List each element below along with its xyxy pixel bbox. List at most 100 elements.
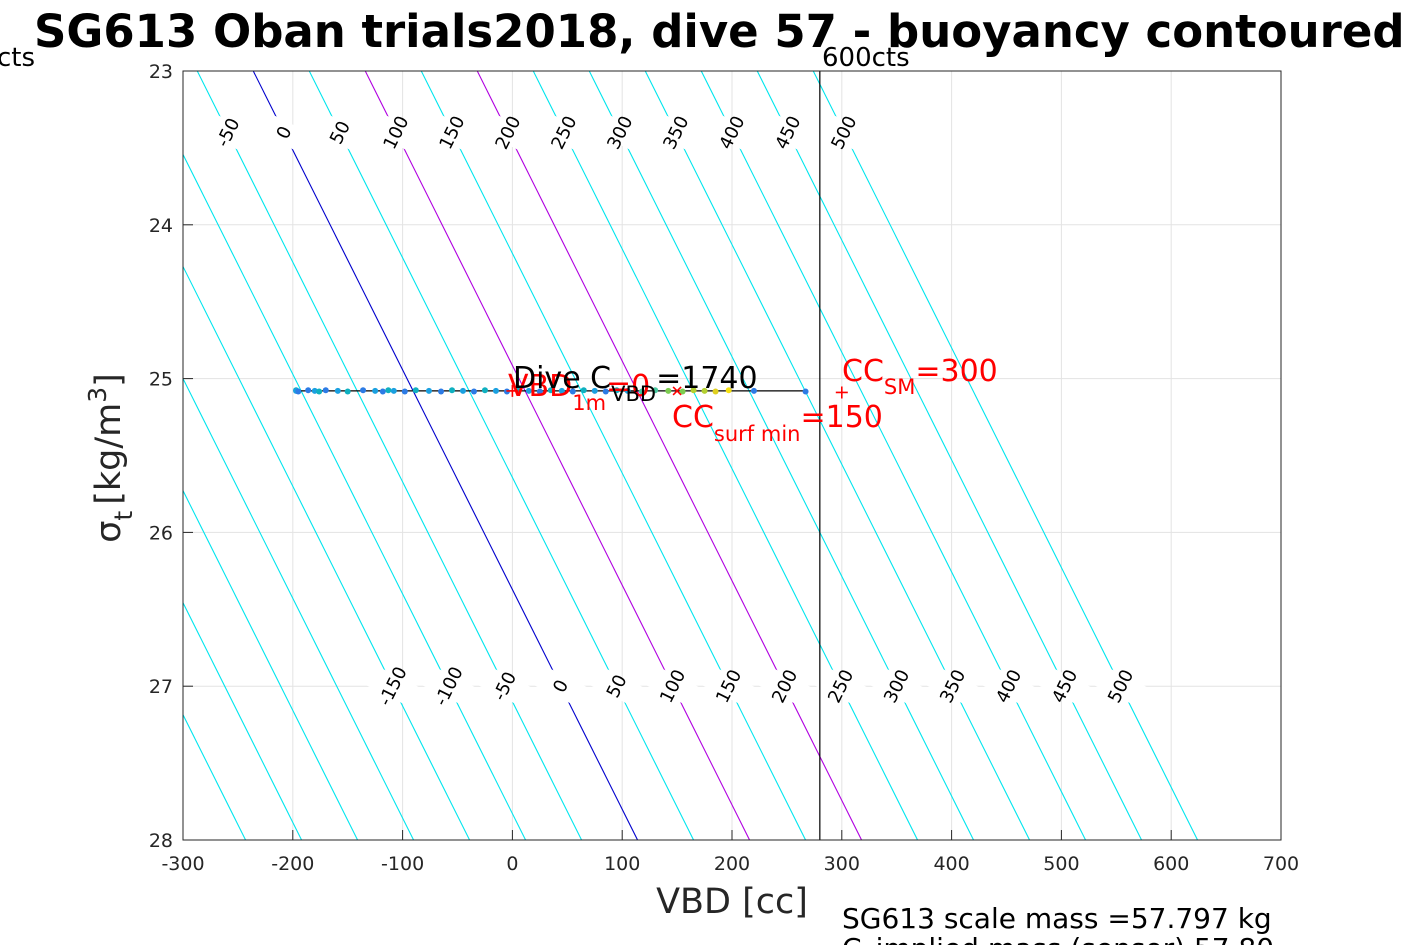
vbd-1m-marker — [506, 384, 519, 397]
x-tick-label: 100 — [604, 853, 640, 875]
annotation-cc-surf-min: CCsurf min=150 — [672, 400, 883, 446]
x-axis-label: VBD [cc] — [656, 882, 808, 922]
x-tick-label: 200 — [714, 853, 750, 875]
dive-point — [569, 388, 576, 395]
annotation-cc-sm: CCSM=300 — [842, 354, 998, 399]
dive-point — [547, 387, 554, 394]
contour-label-bg — [590, 665, 644, 707]
footer-scale-mass: SG613 scale mass =57.797 kg — [842, 902, 1272, 935]
dive-point — [372, 387, 379, 394]
contour-label-bg — [702, 665, 756, 707]
dive-point — [305, 387, 312, 394]
contour-label-bg — [593, 111, 647, 154]
contour-label-bg — [534, 665, 588, 707]
contour-label-bg — [982, 665, 1036, 707]
dive-point — [690, 387, 697, 394]
left-cts-label: cts — [0, 43, 35, 73]
markers — [506, 384, 848, 399]
contour-label-bg — [1038, 665, 1092, 707]
contour-line — [364, 71, 751, 840]
contour-label-bg — [646, 665, 700, 707]
cc-sm-marker — [835, 386, 848, 399]
dive-point — [379, 388, 386, 395]
ticks: -300 -200 -100 0 100 200 300 400 500 600 700 23 24 25… — [149, 61, 1299, 875]
contour-label-bg — [257, 111, 311, 154]
dive-point — [334, 387, 341, 394]
x-tick-label: 700 — [1263, 853, 1299, 875]
contour-label-bg — [425, 111, 479, 154]
dive-point — [652, 387, 659, 394]
contour-label-bg — [814, 665, 868, 707]
contour-label-bg — [1094, 665, 1148, 707]
contour-line — [196, 71, 583, 840]
dive-point — [492, 387, 499, 394]
dive-point — [459, 387, 466, 394]
dive-point — [580, 387, 587, 394]
contour-label-bg — [758, 665, 812, 707]
contour-label-bg — [926, 665, 980, 707]
contour-line — [183, 601, 303, 840]
dive-point — [295, 388, 302, 395]
contour-label-bg — [366, 665, 420, 707]
dive-point — [613, 387, 620, 394]
x-tick-label: -200 — [271, 853, 314, 875]
dive-point — [412, 387, 419, 394]
annotation-vbd1m: VBD1m=0 — [508, 369, 650, 415]
contour-line — [812, 71, 1199, 840]
contour-line — [252, 71, 639, 840]
dive-point — [536, 388, 543, 395]
contour-line — [183, 377, 415, 840]
contour-label-bg — [870, 665, 924, 707]
contour-line — [183, 489, 359, 840]
dive-point — [525, 387, 532, 394]
footer-implied-mass: Cimplied mass (sensor) 57.80 — [842, 932, 1274, 945]
contour-line — [700, 71, 1087, 840]
contour-label-bg — [313, 111, 367, 154]
dive-point — [725, 387, 732, 394]
cc-surf-min-marker — [672, 386, 682, 396]
contour-line — [183, 153, 527, 840]
dive-point — [602, 388, 609, 395]
dive-point — [624, 387, 631, 394]
contour-line — [588, 71, 975, 840]
contour-label-bg — [422, 665, 476, 707]
dive-point — [701, 387, 708, 394]
dive-point — [311, 387, 318, 394]
dive-point — [712, 388, 719, 395]
x-tick-label: 600 — [1153, 853, 1189, 875]
dive-point — [449, 387, 456, 394]
dive-point — [385, 387, 392, 394]
dive-point — [481, 387, 488, 394]
contour-line — [308, 71, 695, 840]
contour-labels: -50 0 50 100 150 200 250 300 350 400 450 500-150 -10… — [201, 111, 1148, 709]
contour-line — [476, 71, 863, 840]
y-axis-label: σt[kg/m3] — [83, 373, 138, 543]
dive-points — [293, 387, 809, 395]
contour-label-bg — [705, 111, 759, 154]
y-tick-label: 25 — [149, 369, 173, 391]
y-tick-label: 23 — [149, 61, 173, 83]
annotation-dive-c: Dive CVBD=1740 — [513, 361, 758, 406]
x-tick-label: 400 — [933, 853, 969, 875]
y-tick-label: 27 — [149, 676, 173, 698]
dive-point — [470, 388, 477, 395]
dive-point — [665, 387, 672, 394]
dive-point — [438, 388, 445, 395]
contour-line — [644, 71, 1031, 840]
x-tick-label: 0 — [506, 853, 518, 875]
dive-point — [750, 387, 757, 394]
x-tick-label: -300 — [161, 853, 204, 875]
dive-point — [316, 388, 323, 395]
dive-point — [638, 388, 645, 395]
contour-label-bg — [481, 111, 535, 154]
dive-point — [401, 388, 408, 395]
contour-line — [532, 71, 919, 840]
dive-point — [360, 387, 367, 394]
chart-title: SG613 Oban trials2018, dive 57 - buoyanc… — [34, 5, 1405, 58]
x-tick-label: 500 — [1043, 853, 1079, 875]
contour-label-bg — [537, 111, 591, 154]
x-tick-label: 300 — [824, 853, 860, 875]
y-tick-label: 26 — [149, 522, 173, 544]
contour-line — [183, 265, 471, 840]
